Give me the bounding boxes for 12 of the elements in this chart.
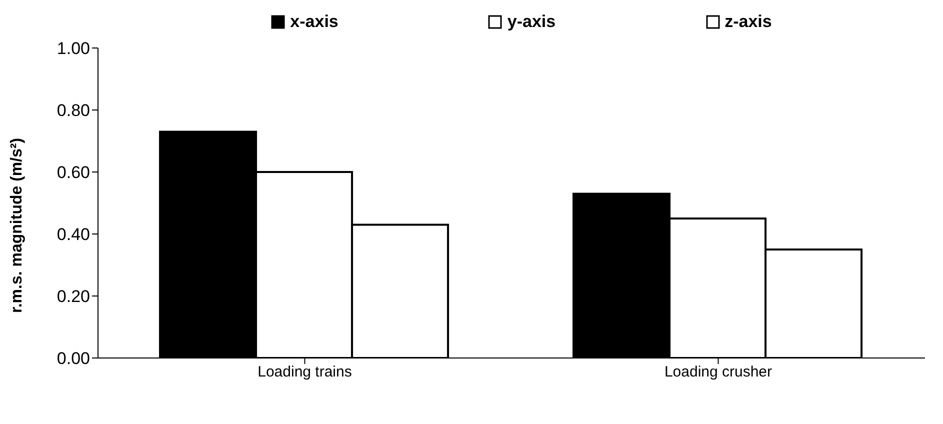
- y-tick-label: 0.20: [56, 287, 90, 306]
- y-tick-label: 0.00: [56, 349, 90, 368]
- legend-label: y-axis: [507, 12, 556, 32]
- y-axis-title: r.m.s. magnitude (m/s²): [8, 138, 26, 313]
- y-tick-label: 0.80: [56, 101, 90, 120]
- y-tick-label: 0.60: [56, 163, 90, 182]
- x-tick-label: Loading crusher: [664, 364, 772, 381]
- legend-label: z-axis: [724, 12, 772, 32]
- legend-label: x-axis: [290, 12, 338, 32]
- y-tick-label: 1.00: [56, 39, 90, 58]
- x-tick-label: Loading trains: [258, 364, 352, 381]
- y-tick-label: 0.40: [56, 225, 90, 244]
